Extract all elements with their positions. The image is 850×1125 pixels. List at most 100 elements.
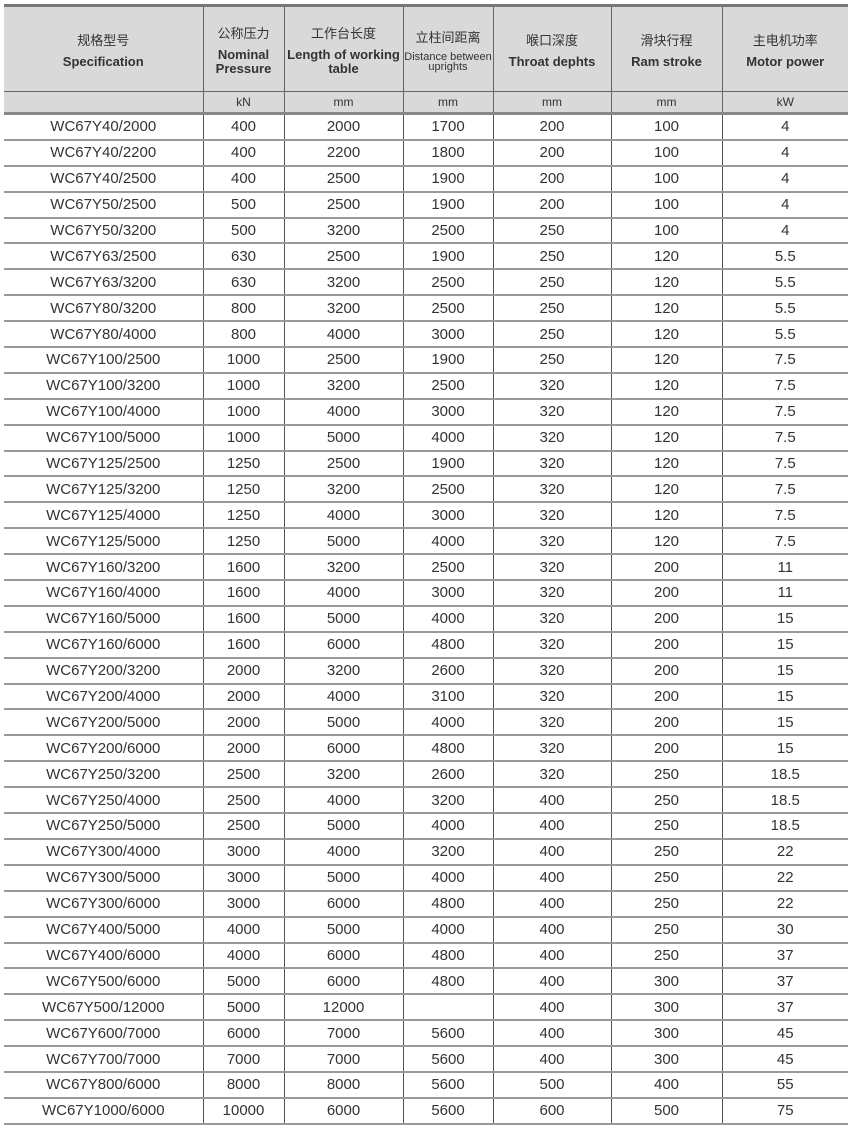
header-cn-label: 立柱间距离 [415, 29, 481, 45]
cell-table-length: 4000 [283, 838, 403, 866]
cell-motor-power: 22 [721, 864, 848, 892]
cell-specification: WC67Y80/3200 [4, 295, 203, 323]
cell-ram-stroke: 120 [610, 528, 722, 556]
table-row: WC67Y200/4000 2000 4000 3100 320 200 15 [4, 683, 848, 711]
header-cn-label: 工作台长度 [310, 25, 376, 41]
cell-specification: WC67Y100/5000 [4, 424, 203, 452]
cell-throat-depth: 320 [492, 709, 611, 737]
unit-upright-distance: mm [402, 91, 493, 115]
header-en-label: Length of working table [287, 46, 400, 76]
cell-specification: WC67Y160/4000 [4, 580, 203, 607]
cell-nominal-pressure: 800 [202, 321, 284, 349]
cell-specification: WC67Y1000/6000 [4, 1097, 203, 1125]
cell-upright-distance: 1900 [402, 191, 493, 219]
cell-specification: WC67Y250/4000 [4, 787, 203, 815]
cell-upright-distance: 2600 [402, 761, 493, 789]
cell-specification: WC67Y200/5000 [4, 709, 203, 737]
cell-throat-depth: 250 [492, 295, 611, 323]
cell-motor-power: 30 [721, 916, 848, 944]
cell-upright-distance: 1900 [402, 450, 493, 478]
table-row: WC67Y200/5000 2000 5000 4000 320 200 15 [4, 709, 848, 737]
cell-nominal-pressure: 1250 [202, 502, 284, 530]
cell-nominal-pressure: 2500 [202, 787, 284, 815]
table-row: WC67Y500/12000 5000 12000 400 300 37 [4, 994, 848, 1022]
cell-table-length: 5000 [283, 424, 403, 452]
cell-upright-distance: 2600 [402, 657, 493, 685]
cell-motor-power: 18.5 [721, 787, 848, 815]
cell-nominal-pressure: 500 [202, 217, 284, 245]
header-table-length: 工作台长度 Length of working table [283, 4, 403, 92]
cell-table-length: 3200 [283, 372, 403, 400]
cell-ram-stroke: 120 [610, 450, 722, 478]
cell-throat-depth: 320 [492, 450, 611, 478]
cell-nominal-pressure: 1000 [202, 347, 284, 374]
table-row: WC67Y500/6000 5000 6000 4800 400 300 37 [4, 968, 848, 996]
cell-motor-power: 37 [721, 942, 848, 970]
cell-specification: WC67Y125/4000 [4, 502, 203, 530]
cell-motor-power: 4 [721, 217, 848, 245]
cell-table-length: 4000 [283, 398, 403, 426]
cell-specification: WC67Y500/6000 [4, 968, 203, 996]
cell-ram-stroke: 100 [610, 165, 722, 193]
cell-ram-stroke: 120 [610, 321, 722, 349]
cell-upright-distance: 2500 [402, 295, 493, 323]
table-row: WC67Y250/5000 2500 5000 4000 400 250 18.5 [4, 813, 848, 840]
cell-throat-depth: 400 [492, 787, 611, 815]
cell-upright-distance: 4000 [402, 424, 493, 452]
cell-nominal-pressure: 630 [202, 269, 284, 297]
table-row: WC67Y160/3200 1600 3200 2500 320 200 11 [4, 554, 848, 582]
cell-motor-power: 37 [721, 968, 848, 996]
cell-specification: WC67Y700/7000 [4, 1046, 203, 1073]
cell-specification: WC67Y300/4000 [4, 838, 203, 866]
cell-ram-stroke: 300 [610, 968, 722, 996]
table-row: WC67Y100/2500 1000 2500 1900 250 120 7.5 [4, 347, 848, 374]
cell-ram-stroke: 120 [610, 502, 722, 530]
cell-specification: WC67Y160/6000 [4, 631, 203, 659]
cell-ram-stroke: 200 [610, 554, 722, 582]
cell-table-length: 6000 [283, 890, 403, 918]
cell-upright-distance: 1900 [402, 165, 493, 193]
unit-ram-stroke: mm [610, 91, 722, 115]
cell-table-length: 5000 [283, 528, 403, 556]
cell-ram-stroke: 120 [610, 424, 722, 452]
cell-motor-power: 4 [721, 139, 848, 167]
cell-motor-power: 7.5 [721, 528, 848, 556]
table-row: WC67Y800/6000 8000 8000 5600 500 400 55 [4, 1071, 848, 1099]
cell-specification: WC67Y80/4000 [4, 321, 203, 349]
cell-table-length: 3200 [283, 657, 403, 685]
cell-ram-stroke: 200 [610, 683, 722, 711]
cell-nominal-pressure: 2500 [202, 761, 284, 789]
unit-specification [4, 91, 203, 115]
cell-nominal-pressure: 800 [202, 295, 284, 323]
cell-specification: WC67Y400/6000 [4, 942, 203, 970]
cell-specification: WC67Y250/3200 [4, 761, 203, 789]
cell-ram-stroke: 120 [610, 398, 722, 426]
header-en-label: Throat dephts [508, 53, 596, 69]
cell-throat-depth: 400 [492, 1046, 611, 1073]
header-cn-label: 主电机功率 [752, 32, 818, 48]
table-row: WC67Y600/7000 6000 7000 5600 400 300 45 [4, 1020, 848, 1048]
cell-throat-depth: 250 [492, 243, 611, 271]
cell-nominal-pressure: 5000 [202, 994, 284, 1022]
cell-motor-power: 18.5 [721, 813, 848, 840]
cell-table-length: 4000 [283, 321, 403, 349]
cell-specification: WC67Y63/2500 [4, 243, 203, 271]
cell-throat-depth: 400 [492, 994, 611, 1022]
cell-specification: WC67Y400/5000 [4, 916, 203, 944]
cell-nominal-pressure: 4000 [202, 942, 284, 970]
cell-table-length: 6000 [283, 631, 403, 659]
table-row: WC67Y63/3200 630 3200 2500 250 120 5.5 [4, 269, 848, 297]
cell-motor-power: 55 [721, 1071, 848, 1099]
table-row: WC67Y50/3200 500 3200 2500 250 100 4 [4, 217, 848, 245]
cell-ram-stroke: 120 [610, 347, 722, 374]
cell-motor-power: 15 [721, 683, 848, 711]
cell-throat-depth: 320 [492, 735, 611, 763]
cell-throat-depth: 200 [492, 165, 611, 193]
cell-table-length: 3200 [283, 761, 403, 789]
cell-table-length: 4000 [283, 502, 403, 530]
cell-throat-depth: 400 [492, 942, 611, 970]
unit-throat-depth: mm [492, 91, 611, 115]
cell-motor-power: 5.5 [721, 243, 848, 271]
cell-specification: WC67Y100/3200 [4, 372, 203, 400]
header-throat-depth: 喉口深度 Throat dephts [492, 4, 611, 92]
